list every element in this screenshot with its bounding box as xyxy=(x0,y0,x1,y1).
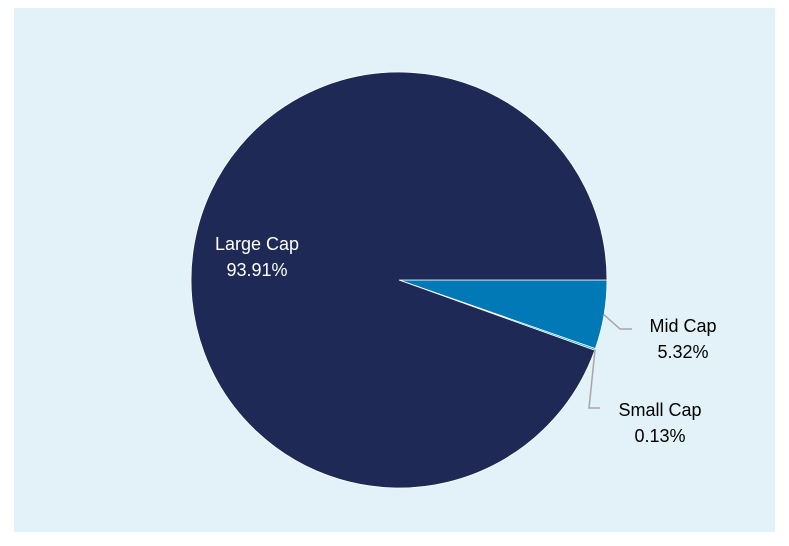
leader-line-small-cap xyxy=(588,349,600,409)
slice-label-large-cap: Large Cap 93.91% xyxy=(215,234,299,280)
slice-label-name: Large Cap xyxy=(215,234,299,254)
pie-slices xyxy=(190,71,608,489)
pie-slice-large-cap xyxy=(190,71,608,489)
slice-label-value: 5.32% xyxy=(657,342,708,362)
slice-label-value: 0.13% xyxy=(634,426,685,446)
leader-lines xyxy=(588,314,632,409)
slice-label-name: Small Cap xyxy=(618,400,701,420)
slice-label-value: 93.91% xyxy=(226,260,287,280)
slice-label-name: Mid Cap xyxy=(649,316,716,336)
slice-label-mid-cap: Mid Cap 5.32% xyxy=(649,316,716,362)
leader-line-mid-cap xyxy=(603,314,632,330)
slice-label-small-cap: Small Cap 0.13% xyxy=(618,400,701,446)
